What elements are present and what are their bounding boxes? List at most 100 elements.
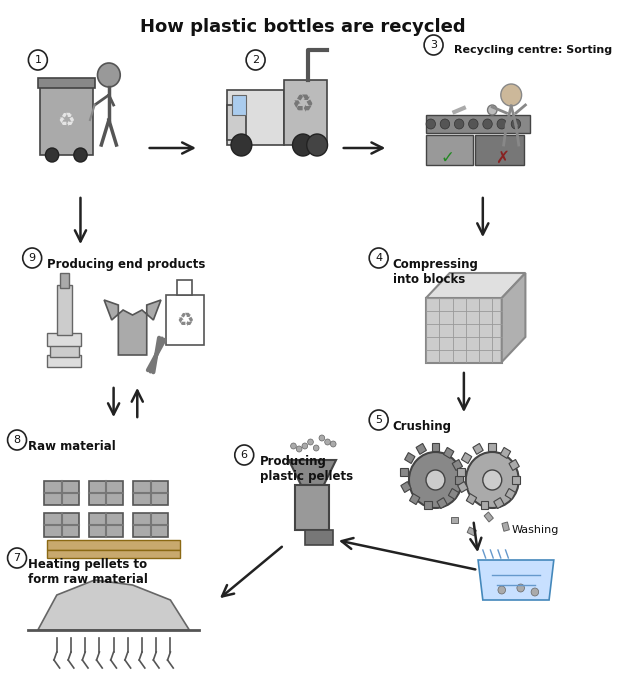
Bar: [481, 501, 488, 509]
Bar: [455, 476, 463, 484]
Bar: [451, 517, 458, 523]
Circle shape: [500, 84, 522, 106]
Bar: [437, 498, 447, 508]
Bar: [401, 468, 408, 476]
Bar: [467, 527, 476, 536]
Text: ♻: ♻: [58, 111, 75, 129]
Bar: [166, 295, 204, 345]
Text: 2: 2: [252, 55, 259, 65]
Text: ✓: ✓: [441, 149, 454, 167]
Bar: [47, 355, 81, 367]
Bar: [500, 447, 511, 458]
Bar: [488, 443, 496, 451]
Bar: [458, 481, 468, 492]
Bar: [505, 489, 516, 500]
Text: Raw material: Raw material: [28, 440, 116, 453]
Text: 5: 5: [375, 415, 382, 425]
Bar: [426, 135, 474, 165]
Circle shape: [440, 119, 450, 129]
Polygon shape: [502, 273, 525, 362]
Circle shape: [488, 105, 497, 115]
Text: 8: 8: [13, 435, 20, 445]
Text: Producing end products: Producing end products: [47, 258, 205, 271]
Bar: [404, 453, 415, 464]
Polygon shape: [478, 560, 554, 600]
Text: Recycling centre: Sorting: Recycling centre: Sorting: [454, 45, 612, 55]
Bar: [134, 513, 168, 537]
Bar: [457, 468, 465, 476]
Circle shape: [426, 119, 435, 129]
Bar: [47, 540, 180, 550]
Bar: [60, 273, 69, 288]
Bar: [57, 285, 72, 335]
Circle shape: [454, 119, 464, 129]
Circle shape: [74, 148, 87, 162]
Bar: [89, 481, 123, 505]
Bar: [473, 443, 483, 454]
Bar: [284, 80, 326, 145]
Text: Crushing: Crushing: [393, 420, 452, 433]
Bar: [232, 95, 246, 115]
Circle shape: [511, 119, 521, 129]
Text: 4: 4: [375, 253, 382, 263]
Circle shape: [231, 134, 252, 156]
Bar: [45, 481, 79, 505]
Circle shape: [483, 470, 502, 490]
Bar: [305, 530, 333, 545]
Text: ♻: ♻: [176, 311, 193, 330]
Circle shape: [497, 119, 506, 129]
Circle shape: [319, 441, 324, 447]
Bar: [467, 494, 477, 504]
Bar: [444, 447, 454, 458]
Text: Washing: Washing: [511, 525, 559, 535]
Bar: [416, 443, 426, 454]
Bar: [424, 501, 432, 509]
Circle shape: [531, 588, 539, 596]
Circle shape: [308, 444, 314, 450]
Bar: [512, 476, 520, 484]
Circle shape: [330, 440, 336, 446]
Circle shape: [468, 119, 478, 129]
Text: Compressing
into blocks: Compressing into blocks: [393, 258, 479, 286]
Circle shape: [426, 470, 445, 490]
Text: 6: 6: [241, 450, 248, 460]
Bar: [432, 443, 439, 451]
Polygon shape: [38, 580, 189, 630]
Bar: [502, 522, 509, 532]
Circle shape: [296, 434, 302, 440]
Bar: [38, 78, 95, 88]
Text: 7: 7: [13, 553, 20, 563]
Polygon shape: [104, 300, 161, 355]
Text: ♻: ♻: [292, 93, 314, 117]
Bar: [461, 453, 472, 464]
Circle shape: [314, 442, 319, 448]
Polygon shape: [426, 273, 525, 298]
Bar: [89, 513, 123, 537]
Bar: [45, 513, 79, 537]
Circle shape: [466, 452, 519, 508]
Bar: [40, 85, 93, 155]
Bar: [494, 498, 504, 508]
Circle shape: [45, 148, 59, 162]
Circle shape: [97, 63, 120, 87]
Text: 9: 9: [29, 253, 36, 263]
Bar: [227, 90, 284, 145]
Bar: [476, 135, 524, 165]
Text: How plastic bottles are recycled: How plastic bottles are recycled: [140, 18, 466, 36]
Bar: [426, 115, 530, 133]
Circle shape: [409, 452, 462, 508]
Bar: [452, 460, 463, 471]
Bar: [426, 298, 502, 363]
Bar: [177, 280, 192, 295]
Text: Heating pellets to
form raw material: Heating pellets to form raw material: [28, 558, 148, 586]
Bar: [47, 550, 180, 558]
Bar: [449, 489, 459, 500]
Bar: [50, 345, 79, 357]
Bar: [484, 512, 493, 522]
Circle shape: [483, 119, 492, 129]
Circle shape: [291, 442, 296, 448]
Bar: [296, 485, 330, 530]
Bar: [410, 494, 420, 504]
Circle shape: [498, 586, 506, 594]
Text: ✗: ✗: [495, 149, 509, 167]
